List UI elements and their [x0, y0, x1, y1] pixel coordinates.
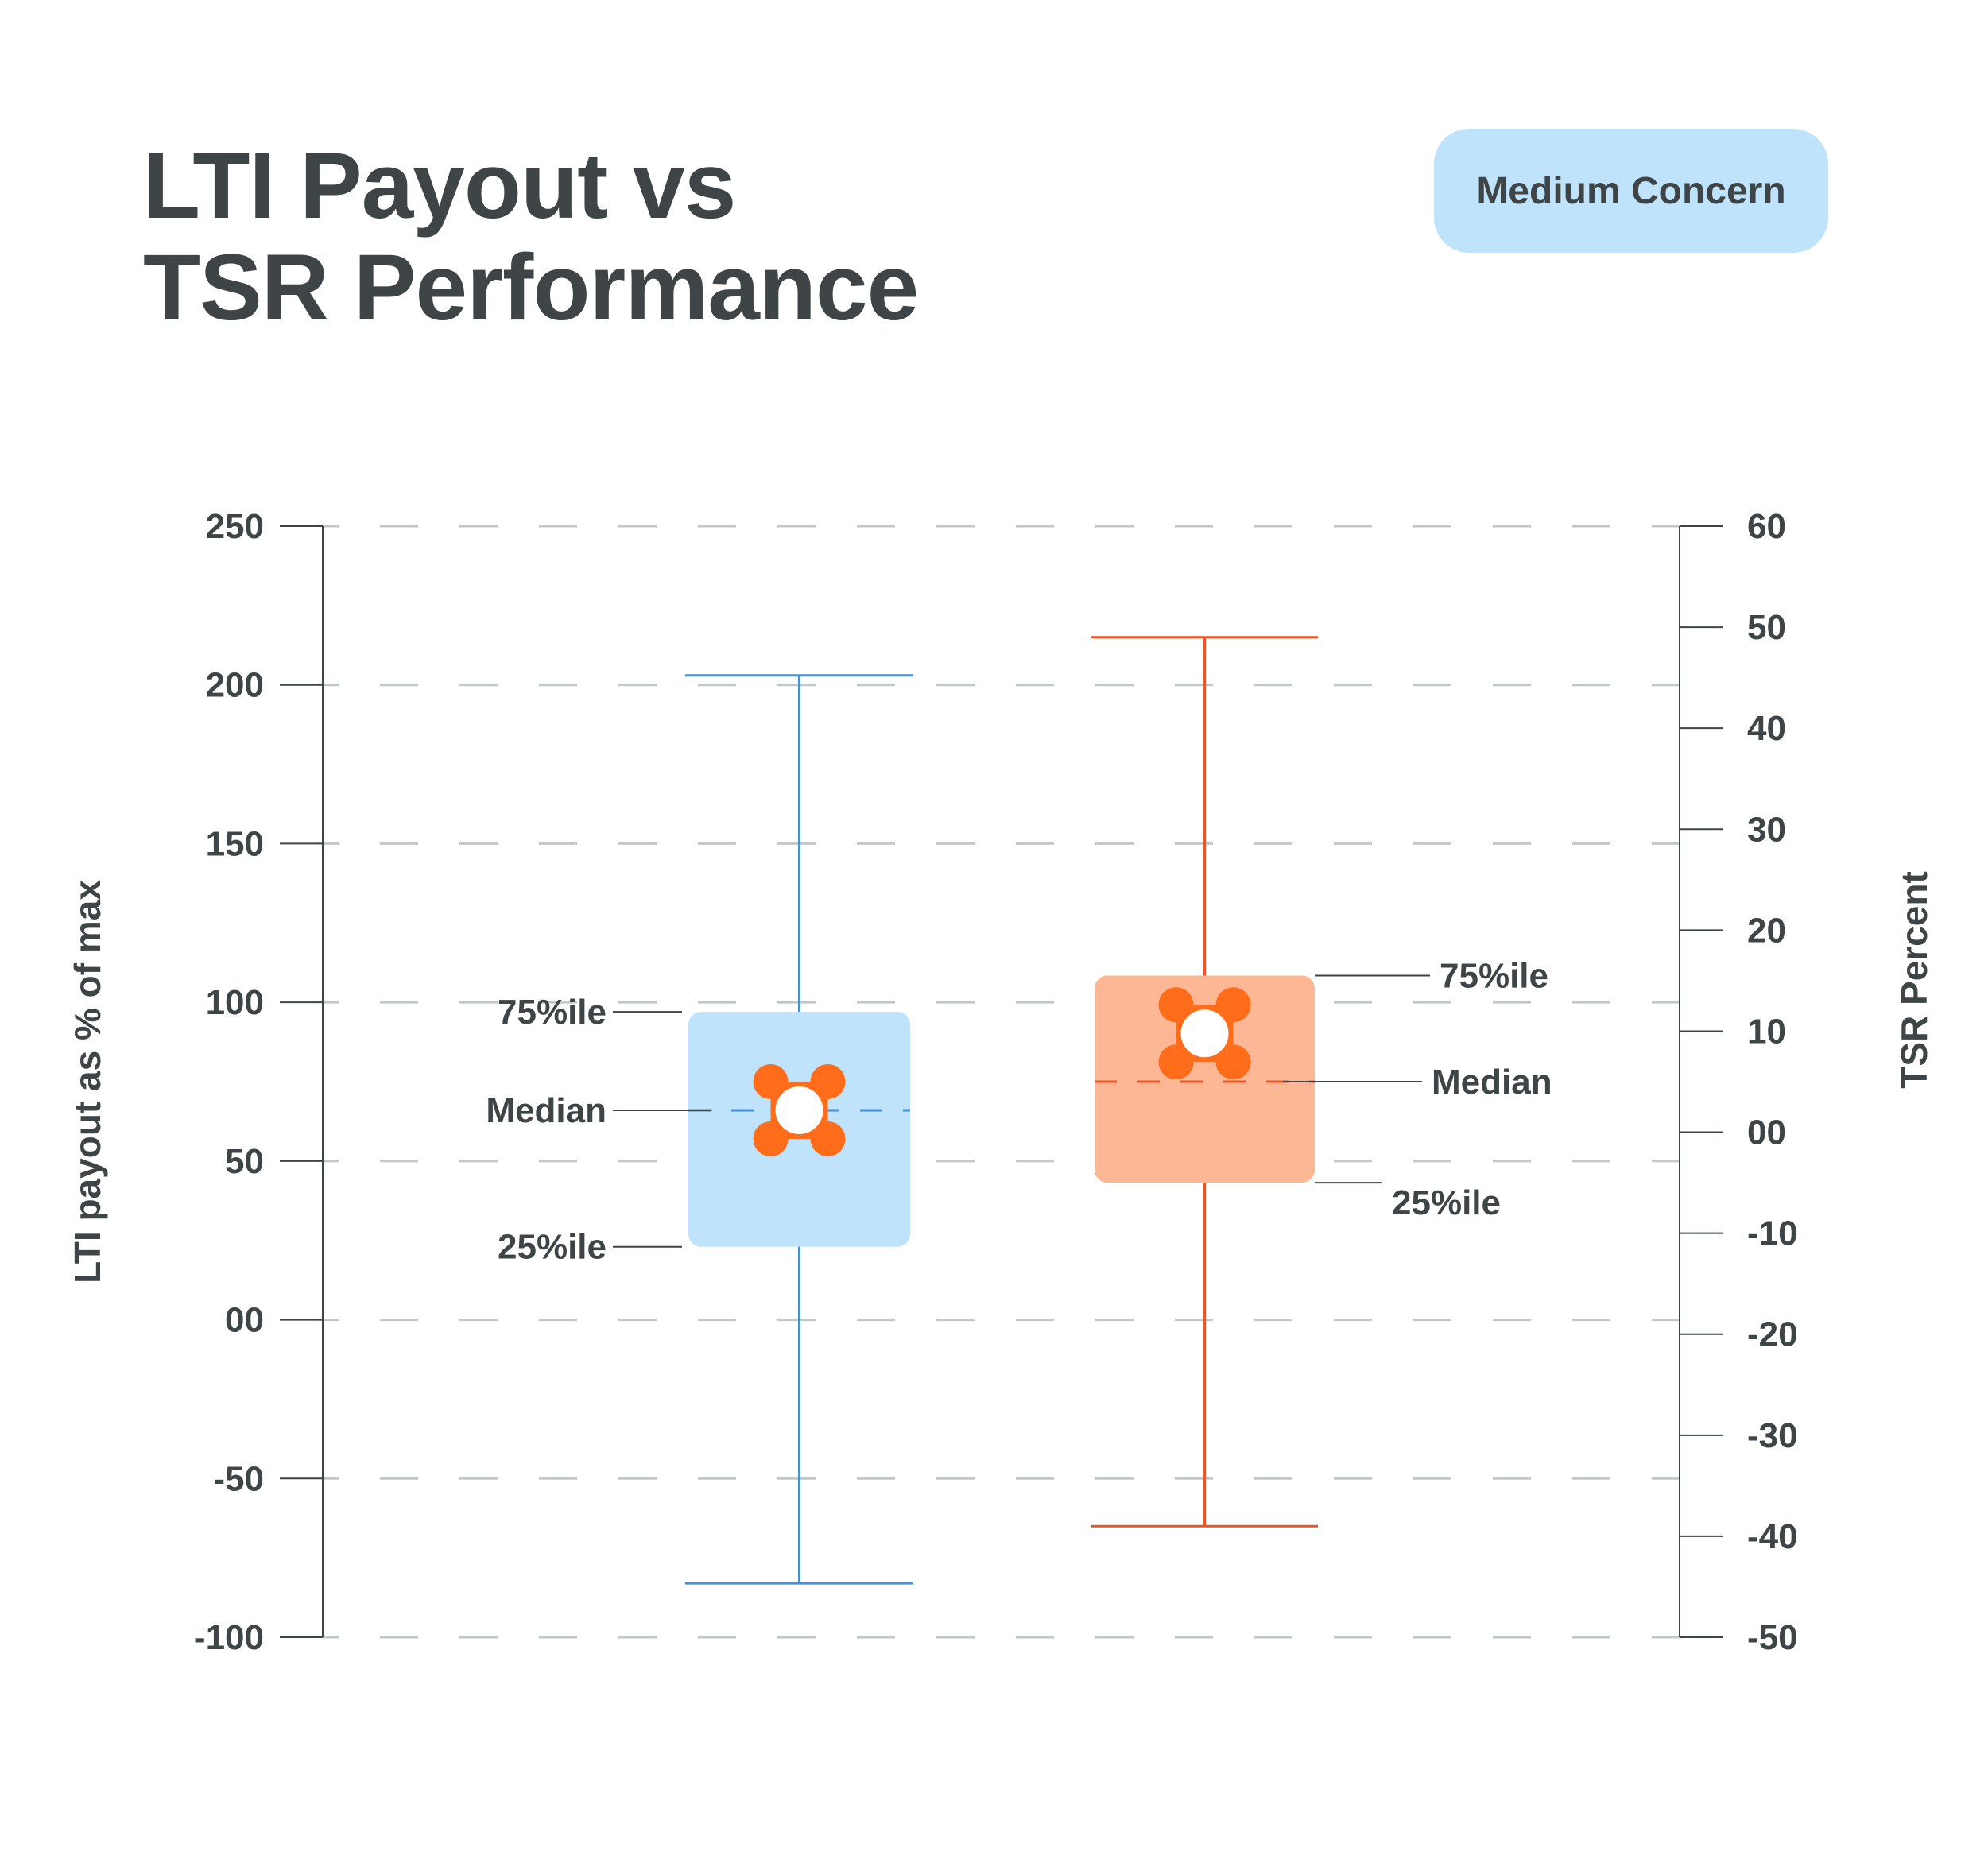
left-axis-title: LTI payout as % of max — [67, 880, 108, 1284]
right-tick-label: 60 — [1747, 507, 1786, 546]
left-tick-label: -50 — [213, 1459, 264, 1498]
boxes — [685, 637, 1318, 1583]
right-tick-label: -20 — [1747, 1315, 1798, 1354]
box-1-q3-label: 75%ile — [498, 993, 606, 1032]
left-tick-label: 50 — [225, 1142, 264, 1181]
right-tick-label: 10 — [1747, 1012, 1786, 1051]
box-2-q3-label: 75%ile — [1440, 957, 1548, 996]
left-tick-label: 200 — [206, 666, 264, 705]
left-tick-label: 100 — [206, 983, 264, 1022]
right-tick-label: -10 — [1747, 1214, 1798, 1253]
right-tick-label: -40 — [1747, 1517, 1798, 1556]
box-1-marker-hole — [776, 1086, 823, 1134]
box-2-q1-label: 25%ile — [1392, 1183, 1501, 1222]
right-axis-title: TSR Percent — [1893, 871, 1935, 1089]
left-tick-label: 250 — [206, 507, 264, 546]
left-tick-label: -100 — [194, 1618, 264, 1657]
box-1 — [685, 676, 913, 1583]
right-tick-label: 00 — [1747, 1113, 1786, 1152]
left-tick-label: 150 — [206, 824, 264, 863]
right-tick-label: 20 — [1747, 911, 1786, 950]
box-1-median-label: Median — [486, 1091, 606, 1130]
right-tick-label: -50 — [1747, 1618, 1798, 1657]
axes: 250 200 150 100 50 00 -50 -100 LTI payout as % o… — [67, 507, 1935, 1657]
box-1-q1-label: 25%ile — [498, 1228, 606, 1267]
box-2-median-label: Median — [1432, 1063, 1552, 1102]
left-tick-label: 00 — [225, 1301, 264, 1340]
right-tick-label: 30 — [1747, 810, 1786, 849]
right-tick-label: -30 — [1747, 1416, 1798, 1455]
right-tick-label: 50 — [1747, 608, 1786, 647]
box-2-marker-hole — [1181, 1009, 1229, 1057]
right-tick-label: 40 — [1747, 709, 1786, 748]
